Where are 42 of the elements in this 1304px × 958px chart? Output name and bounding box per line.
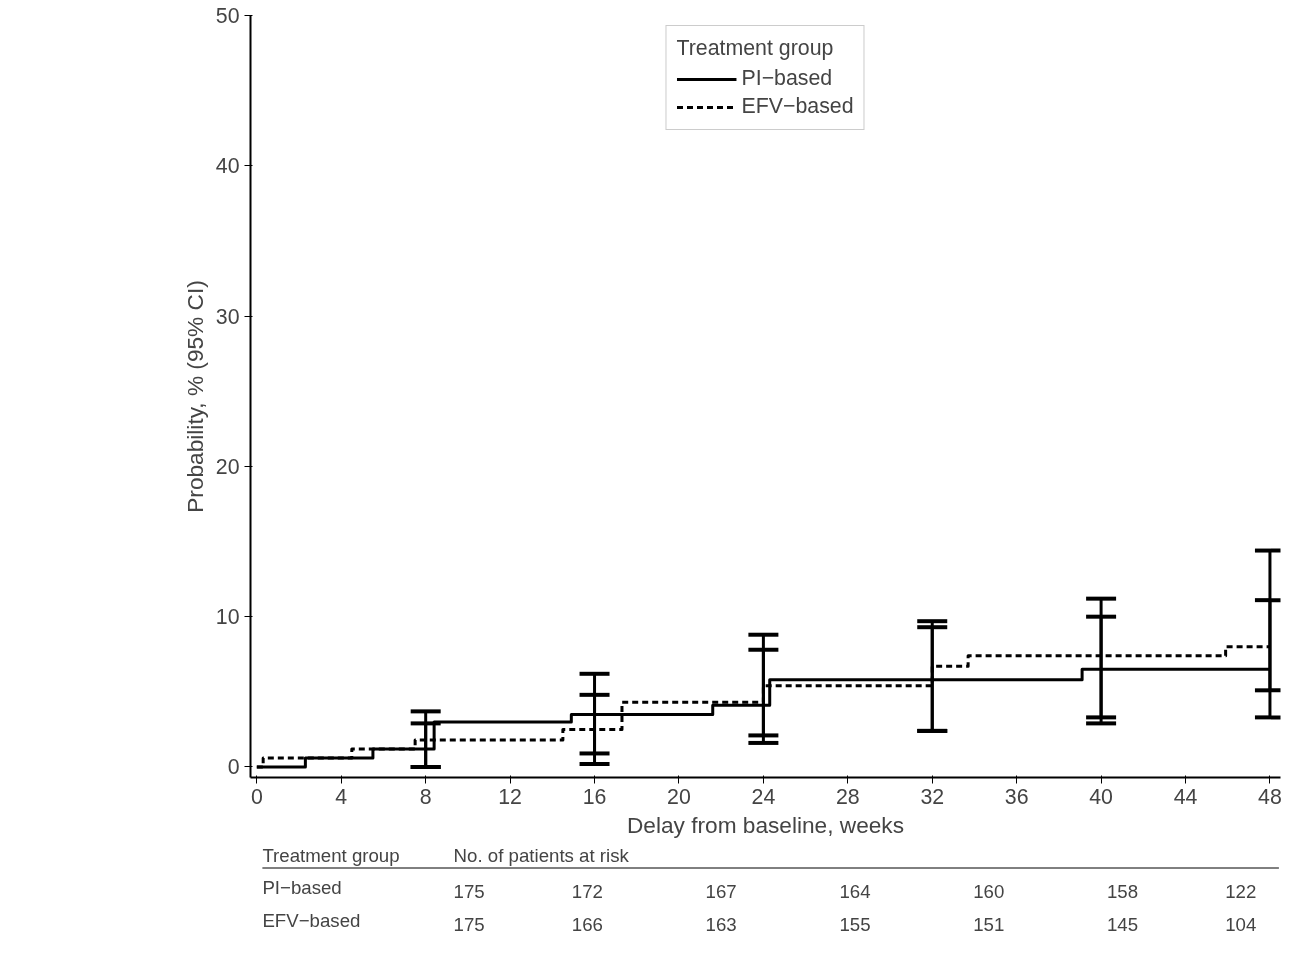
text: 151: [973, 913, 1005, 935]
y-tick-label: 30: [215, 304, 240, 329]
text: Treatment group: [262, 844, 400, 866]
y-tick-label: 40: [215, 154, 240, 179]
y-tick-label: 0: [227, 755, 240, 780]
text: 175: [453, 913, 485, 935]
x-tick-label: 44: [1173, 784, 1198, 809]
x-tick-label: 28: [835, 784, 860, 809]
text: 160: [973, 881, 1005, 902]
text: 167: [705, 881, 737, 902]
x-tick-label: 0: [250, 784, 263, 809]
text: PI−based: [262, 877, 342, 898]
y-tick-label: 10: [215, 605, 240, 630]
x-tick-label: 12: [498, 784, 522, 809]
x-tick-label: 16: [582, 784, 607, 809]
y-tick-label: 20: [215, 454, 240, 479]
x-tick-label: 40: [1089, 784, 1114, 809]
x-tick-label: 32: [920, 784, 945, 809]
text: 155: [839, 913, 871, 935]
text: 104: [1225, 913, 1257, 935]
y-tick-label: 50: [215, 4, 240, 28]
x-tick-label: 36: [1004, 784, 1029, 809]
text: 172: [571, 881, 603, 902]
text: EFV−based: [262, 909, 361, 931]
text: No. of patients at risk: [453, 844, 630, 866]
text: 175: [453, 881, 485, 902]
text: 163: [705, 913, 737, 935]
text: 166: [571, 913, 603, 935]
x-tick-label: 8: [419, 784, 432, 809]
text: 145: [1106, 913, 1139, 935]
x-tick-label: 24: [751, 784, 776, 809]
x-tick-label: 20: [667, 784, 691, 809]
legend-label: EFV−based: [741, 94, 854, 119]
text: 164: [839, 881, 871, 902]
legend-label: PI−based: [741, 66, 833, 91]
text: 122: [1225, 881, 1257, 902]
text: 158: [1106, 881, 1139, 902]
x-tick-label: 4: [335, 784, 348, 809]
y-axis-title: Probability, % (95% CI): [181, 280, 208, 513]
legend-title: Treatment group: [676, 36, 835, 61]
x-axis-title: Delay from baseline, weeks: [626, 811, 905, 838]
x-tick-label: 48: [1258, 784, 1282, 809]
